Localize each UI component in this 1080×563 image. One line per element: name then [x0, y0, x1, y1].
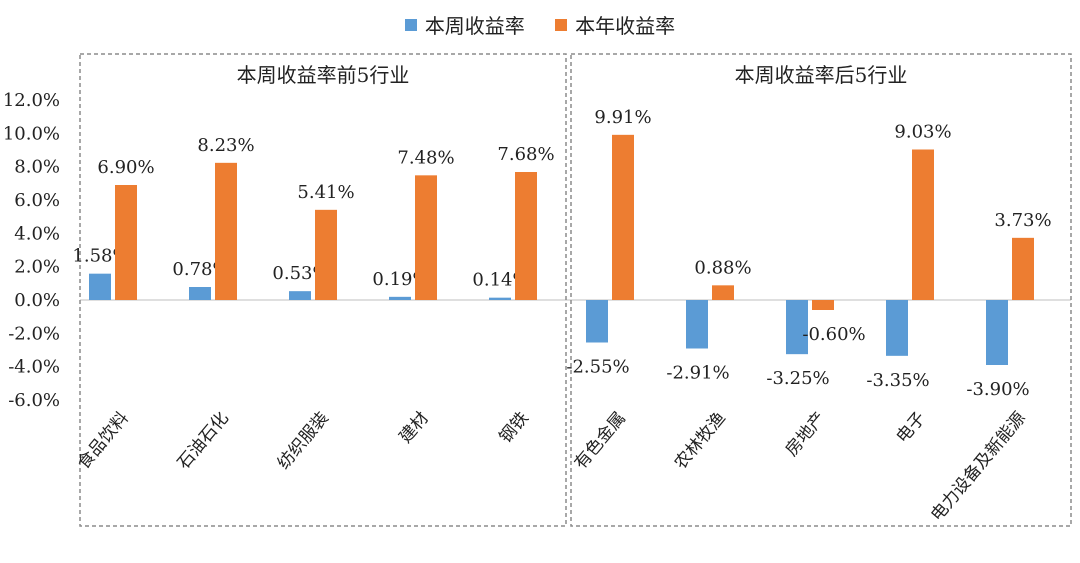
chart-legend: 本周收益率 本年收益率: [0, 10, 1080, 39]
x-tick-label: 石油石化: [174, 408, 233, 473]
bar: [515, 172, 537, 300]
data-label: 9.03%: [894, 122, 951, 143]
bar: [389, 296, 411, 300]
data-label: -3.35%: [866, 370, 929, 391]
group-box: [570, 53, 1072, 527]
y-tick-label: 8.0%: [14, 157, 60, 178]
bar: [215, 162, 237, 300]
bar: [1012, 237, 1034, 300]
group-box: [79, 53, 567, 527]
x-tick-label: 纺织服装: [274, 408, 333, 473]
bar: [686, 300, 708, 349]
legend-swatch-series-1: [404, 18, 417, 31]
data-label: -3.90%: [966, 379, 1029, 400]
bar: [289, 291, 311, 300]
legend-item-series-1: 本周收益率: [404, 10, 525, 39]
data-label: -3.25%: [766, 368, 829, 389]
bar: [415, 175, 437, 300]
data-label: 8.23%: [197, 135, 254, 156]
bar: [189, 287, 211, 300]
y-tick-label: 4.0%: [14, 223, 60, 244]
bar: [489, 297, 511, 300]
data-label: 5.41%: [297, 182, 354, 203]
x-tick-label: 农林牧渔: [671, 408, 730, 473]
data-label: -2.91%: [666, 363, 729, 384]
x-tick-label: 食品饮料: [74, 408, 133, 473]
data-label: 7.48%: [397, 147, 454, 168]
x-tick-label: 建材: [396, 408, 433, 447]
x-tick-label: 钢铁: [496, 408, 533, 447]
legend-label-series-1: 本周收益率: [424, 14, 525, 38]
y-tick-label: 12.0%: [3, 90, 60, 111]
group-title: 本周收益率前5行业: [237, 63, 410, 87]
data-label: 3.73%: [994, 210, 1051, 231]
x-tick-label: 电子: [893, 408, 930, 447]
bar: [886, 300, 908, 356]
data-label: -2.55%: [566, 357, 629, 378]
x-tick-label: 房地产: [782, 408, 830, 460]
bar: [586, 300, 608, 343]
bar: [315, 209, 337, 300]
bar: [812, 300, 834, 310]
data-label: 0.88%: [694, 257, 751, 278]
y-tick-label: -2.0%: [8, 323, 60, 344]
y-tick-label: 6.0%: [14, 190, 60, 211]
data-label: 6.90%: [97, 157, 154, 178]
bar: [612, 134, 634, 300]
bar: [712, 285, 734, 300]
y-tick-label: 0.0%: [14, 290, 60, 311]
y-tick-label: 2.0%: [14, 257, 60, 278]
legend-label-series-2: 本年收益率: [575, 14, 676, 38]
legend-swatch-series-2: [555, 18, 568, 31]
group-title: 本周收益率后5行业: [735, 63, 908, 87]
x-tick-label: 电力设备及新能源: [927, 408, 1030, 525]
data-label: -0.60%: [802, 324, 865, 345]
x-tick-label: 有色金属: [571, 408, 630, 473]
bar: [89, 273, 111, 300]
y-tick-label: 10.0%: [3, 123, 60, 144]
legend-item-series-2: 本年收益率: [555, 10, 675, 39]
bar: [912, 149, 934, 300]
bar: [786, 300, 808, 355]
y-tick-label: -4.0%: [8, 357, 60, 378]
y-tick-label: -6.0%: [8, 390, 60, 411]
data-label: 7.68%: [497, 144, 554, 165]
bar: [115, 185, 137, 300]
bar: [986, 300, 1008, 365]
data-label: 9.91%: [594, 107, 651, 128]
